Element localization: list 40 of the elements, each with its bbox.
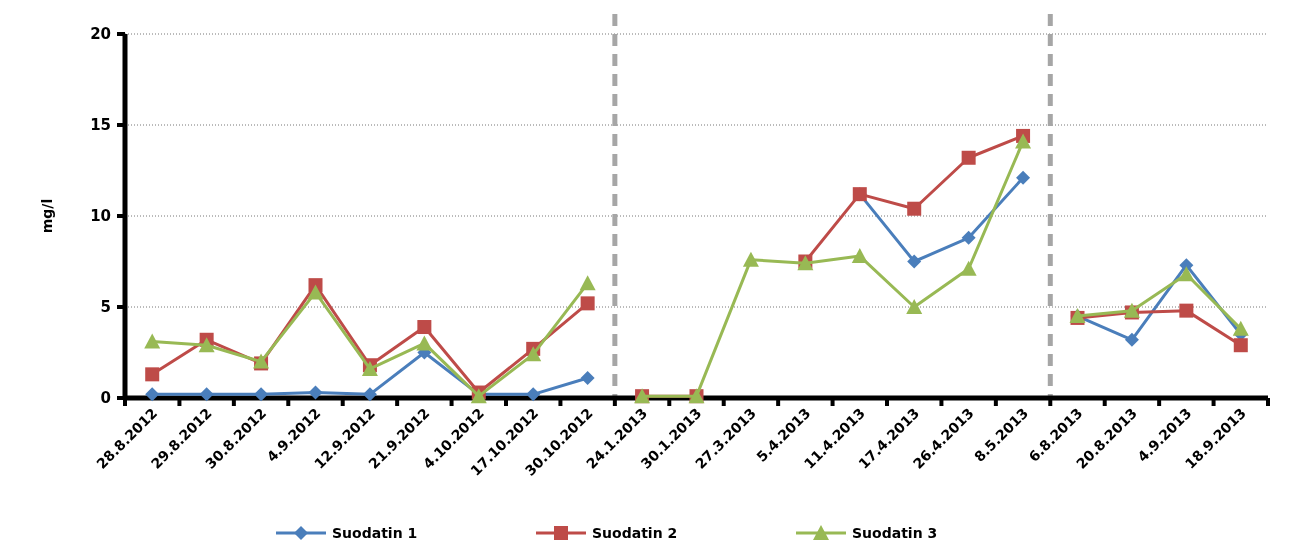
point (961, 230, 976, 245)
point (742, 251, 759, 267)
point (198, 337, 215, 353)
y-axis-title: mg/l (39, 198, 55, 234)
y-tick-label: 10 (90, 207, 111, 226)
point (1178, 266, 1195, 282)
y-tick-label: 0 (100, 389, 111, 408)
y-tick-label: 5 (100, 298, 111, 317)
point (362, 387, 377, 402)
point (145, 387, 160, 402)
point (307, 284, 324, 300)
legend-label: Suodatin 1 (332, 524, 418, 541)
legend-label: Suodatin 2 (592, 524, 678, 541)
point (416, 335, 433, 351)
point (907, 254, 922, 269)
point (961, 150, 976, 165)
point (526, 387, 541, 402)
point (525, 346, 542, 362)
point (580, 296, 595, 311)
point (851, 248, 868, 264)
y-tick-label: 20 (90, 25, 111, 44)
point (960, 260, 977, 276)
point (1015, 133, 1032, 149)
point (580, 370, 595, 385)
point (1179, 303, 1194, 318)
point (1016, 170, 1031, 185)
point (579, 275, 596, 291)
point (144, 333, 161, 349)
point (254, 387, 269, 402)
point (1124, 332, 1139, 347)
point (906, 299, 923, 314)
point (907, 201, 922, 216)
legend-label: Suodatin 3 (852, 524, 938, 541)
point (199, 387, 214, 402)
point (1233, 338, 1248, 353)
point (145, 367, 160, 382)
point (1232, 320, 1249, 336)
y-tick-label: 15 (90, 116, 111, 135)
point (308, 385, 323, 400)
point (417, 320, 432, 335)
